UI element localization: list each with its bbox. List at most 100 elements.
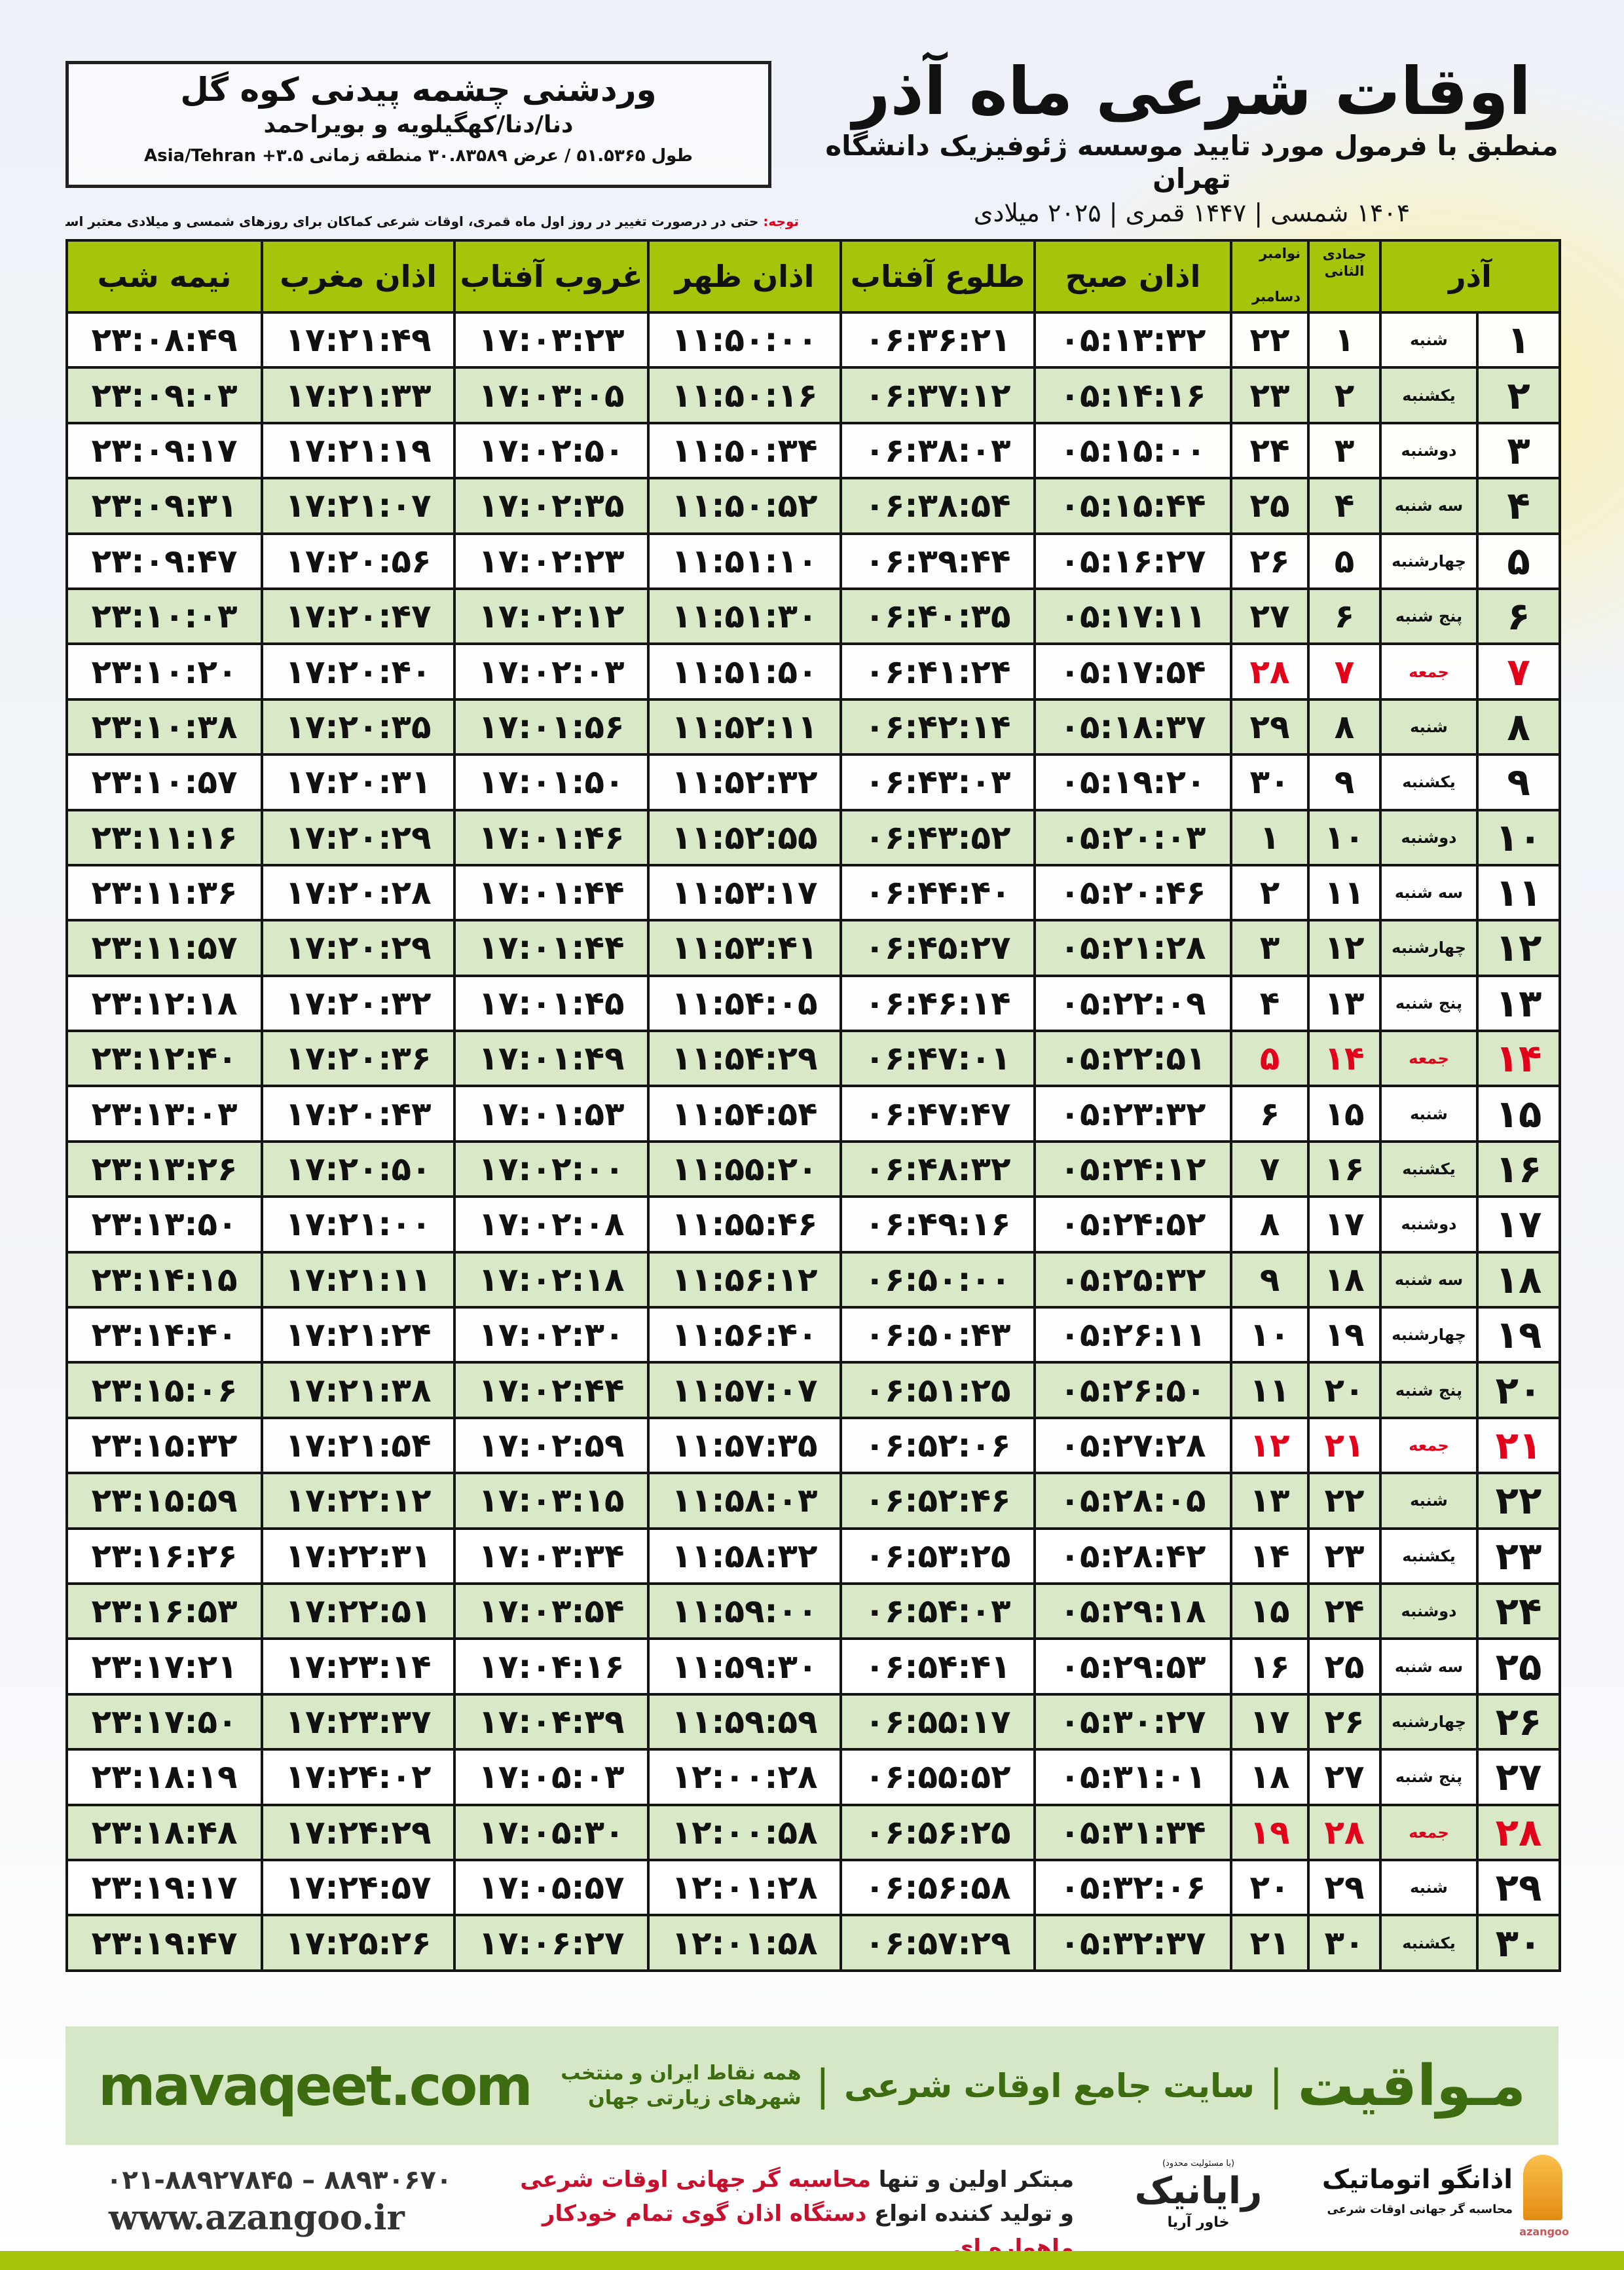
cell-sobh: ۰۵:۳۰:۲۷ <box>1033 1692 1232 1751</box>
cell-nimeshab: ۲۳:۱۹:۱۷ <box>65 1858 263 1917</box>
cell-day: ۷ <box>1476 642 1562 701</box>
cell-day: ۲۸ <box>1476 1803 1562 1861</box>
cell-tolu: ۰۶:۵۰:۰۰ <box>840 1250 1036 1309</box>
cell-weekday: چهارشنبه <box>1378 532 1479 590</box>
phone-numbers: ۰۲۱-۸۸۹۲۷۸۴۵ – ۸۸۹۳۰۶۷۰ <box>106 2165 452 2195</box>
cell-weekday: جمعه <box>1378 1803 1479 1861</box>
cell-day: ۲۱ <box>1476 1416 1562 1475</box>
banner-separator-2: | <box>815 2061 830 2110</box>
cell-zohr: ۱۱:۵۹:۰۰ <box>647 1582 842 1641</box>
cell-zohr: ۱۱:۵۹:۳۰ <box>647 1637 842 1696</box>
cell-hijri: ۲۴ <box>1307 1582 1382 1641</box>
table-row: ۱۲ چهارشنبه ۱۲ ۳ ۰۵:۲۱:۲۸ ۰۶:۴۵:۲۷ ۱۱:۵۳:۴۱ ۱۷:… <box>65 919 1562 977</box>
cell-sobh: ۰۵:۱۷:۵۴ <box>1033 642 1232 701</box>
cell-maghreb: ۱۷:۲۰:۲۹ <box>261 919 456 977</box>
cell-zohr: ۱۱:۵۱:۳۰ <box>647 587 842 646</box>
cell-hijri: ۷ <box>1307 642 1382 701</box>
table-row: ۲۸ جمعه ۲۸ ۱۹ ۰۵:۳۱:۳۴ ۰۶:۵۶:۲۵ ۱۲:۰۰:۵۸ ۱۷:۰۵:… <box>65 1803 1562 1861</box>
cell-greg: ۲ <box>1230 863 1310 922</box>
cell-nimeshab: ۲۳:۱۸:۱۹ <box>65 1748 263 1806</box>
cell-greg: ۱۸ <box>1230 1748 1310 1806</box>
cell-sobh: ۰۵:۲۹:۵۳ <box>1033 1637 1232 1696</box>
cell-zohr: ۱۱:۵۶:۱۲ <box>647 1250 842 1309</box>
cell-ghorub: ۱۷:۰۱:۴۴ <box>453 919 650 977</box>
cell-sobh: ۰۵:۲۱:۲۸ <box>1033 919 1232 977</box>
header-sobh: اذان صبح <box>1033 239 1232 314</box>
cell-zohr: ۱۱:۵۹:۵۹ <box>647 1692 842 1751</box>
cell-tolu: ۰۶:۳۶:۲۱ <box>840 310 1036 369</box>
cell-ghorub: ۱۷:۰۲:۵۹ <box>453 1416 650 1475</box>
cell-day: ۴ <box>1476 477 1562 535</box>
cell-maghreb: ۱۷:۲۰:۲۸ <box>261 863 456 922</box>
cell-greg: ۳ <box>1230 919 1310 977</box>
cell-weekday: چهارشنبه <box>1378 919 1479 977</box>
cell-ghorub: ۱۷:۰۲:۵۰ <box>453 421 650 480</box>
cell-zohr: ۱۱:۵۰:۱۶ <box>647 366 842 424</box>
cell-maghreb: ۱۷:۲۰:۴۰ <box>261 642 456 701</box>
cell-hijri: ۱۰ <box>1307 808 1382 866</box>
cell-ghorub: ۱۷:۰۱:۴۹ <box>453 1030 650 1088</box>
cell-ghorub: ۱۷:۰۲:۳۰ <box>453 1306 650 1364</box>
cell-zohr: ۱۱:۵۲:۵۵ <box>647 808 842 866</box>
header-hijri: جمادی الثانی <box>1307 239 1382 314</box>
cell-tolu: ۰۶:۳۷:۱۲ <box>840 366 1036 424</box>
cell-hijri: ۱۹ <box>1307 1306 1382 1364</box>
cell-ghorub: ۱۷:۰۲:۴۴ <box>453 1361 650 1419</box>
cell-ghorub: ۱۷:۰۴:۱۶ <box>453 1637 650 1696</box>
cell-ghorub: ۱۷:۰۳:۰۵ <box>453 366 650 424</box>
cell-hijri: ۲۳ <box>1307 1527 1382 1585</box>
cell-nimeshab: ۲۳:۰۹:۴۷ <box>65 532 263 590</box>
cell-day: ۱۲ <box>1476 919 1562 977</box>
banner-tagline-2: همه نقاط ایران و منتخب شهرهای زیارتی جها… <box>561 2061 802 2110</box>
cell-greg: ۵ <box>1230 1030 1310 1088</box>
cell-zohr: ۱۱:۵۳:۱۷ <box>647 863 842 922</box>
cell-greg: ۲۸ <box>1230 642 1310 701</box>
cell-nimeshab: ۲۳:۰۹:۱۷ <box>65 421 263 480</box>
cell-ghorub: ۱۷:۰۶:۲۷ <box>453 1914 650 1972</box>
table-row: ۳۰ یکشنبه ۳۰ ۲۱ ۰۵:۳۲:۳۷ ۰۶:۵۷:۲۹ ۱۲:۰۱:۵۸ ۱۷:۰… <box>65 1914 1562 1972</box>
cell-tolu: ۰۶:۵۷:۲۹ <box>840 1914 1036 1972</box>
azangoo-website[interactable]: www.azangoo.ir <box>109 2198 405 2238</box>
notice: توجه: حتی در درصورت تغییر در روز اول ماه… <box>65 214 799 229</box>
cell-tolu: ۰۶:۴۱:۲۴ <box>840 642 1036 701</box>
cell-tolu: ۰۶:۳۹:۴۴ <box>840 532 1036 590</box>
cell-ghorub: ۱۷:۰۲:۰۸ <box>453 1195 650 1254</box>
cell-maghreb: ۱۷:۲۰:۴۳ <box>261 1085 456 1143</box>
cell-maghreb: ۱۷:۲۳:۱۴ <box>261 1637 456 1696</box>
cell-greg: ۲۷ <box>1230 587 1310 646</box>
cell-day: ۲ <box>1476 366 1562 424</box>
cell-maghreb: ۱۷:۲۲:۳۱ <box>261 1527 456 1585</box>
page-title: اوقات شرعی ماه آذر <box>852 53 1532 130</box>
footer-description: مبتکر اولین و تنها محاسبه گر جهانی اوقات… <box>485 2163 1074 2265</box>
cell-sobh: ۰۵:۱۹:۲۰ <box>1033 753 1232 811</box>
cell-maghreb: ۱۷:۲۰:۲۹ <box>261 808 456 866</box>
header-greg-bottom: دسامبر <box>1252 289 1301 305</box>
header-nimeshab: نیمه شب <box>65 239 263 314</box>
cell-hijri: ۲۸ <box>1307 1803 1382 1861</box>
rayanik-logo: (با مسئولیت محدود) رایانیک خاور آریا <box>1113 2159 1283 2231</box>
mavaqeet-url[interactable]: mavaqeet.com <box>98 2053 533 2118</box>
cell-maghreb: ۱۷:۲۱:۴۹ <box>261 310 456 369</box>
table-row: ۲۶ چهارشنبه ۲۶ ۱۷ ۰۵:۳۰:۲۷ ۰۶:۵۵:۱۷ ۱۱:۵۹:۵۹ ۱۷… <box>65 1692 1562 1751</box>
cell-maghreb: ۱۷:۲۱:۳۳ <box>261 366 456 424</box>
cell-hijri: ۲۱ <box>1307 1416 1382 1475</box>
cell-nimeshab: ۲۳:۰۸:۴۹ <box>65 310 263 369</box>
cell-greg: ۱۵ <box>1230 1582 1310 1641</box>
cell-greg: ۱۶ <box>1230 1637 1310 1696</box>
cell-day: ۱۱ <box>1476 863 1562 922</box>
cell-zohr: ۱۱:۵۴:۵۴ <box>647 1085 842 1143</box>
cell-day: ۲۴ <box>1476 1582 1562 1641</box>
table-row: ۲ یکشنبه ۲ ۲۳ ۰۵:۱۴:۱۶ ۰۶:۳۷:۱۲ ۱۱:۵۰:۱۶ ۱۷:۰۳:… <box>65 366 1562 424</box>
cell-day: ۵ <box>1476 532 1562 590</box>
cell-sobh: ۰۵:۳۲:۰۶ <box>1033 1858 1232 1917</box>
cell-hijri: ۱ <box>1307 310 1382 369</box>
cell-nimeshab: ۲۳:۱۳:۲۶ <box>65 1140 263 1199</box>
cell-day: ۱۶ <box>1476 1140 1562 1199</box>
cell-nimeshab: ۲۳:۱۱:۱۶ <box>65 808 263 866</box>
cell-tolu: ۰۶:۵۱:۲۵ <box>840 1361 1036 1419</box>
cell-day: ۲۷ <box>1476 1748 1562 1806</box>
cell-weekday: پنج شنبه <box>1378 587 1479 646</box>
cell-weekday: یکشنبه <box>1378 366 1479 424</box>
table-row: ۳ دوشنبه ۳ ۲۴ ۰۵:۱۵:۰۰ ۰۶:۳۸:۰۳ ۱۱:۵۰:۳۴ ۱۷:۰۲:… <box>65 421 1562 480</box>
cell-sobh: ۰۵:۲۲:۵۱ <box>1033 1030 1232 1088</box>
